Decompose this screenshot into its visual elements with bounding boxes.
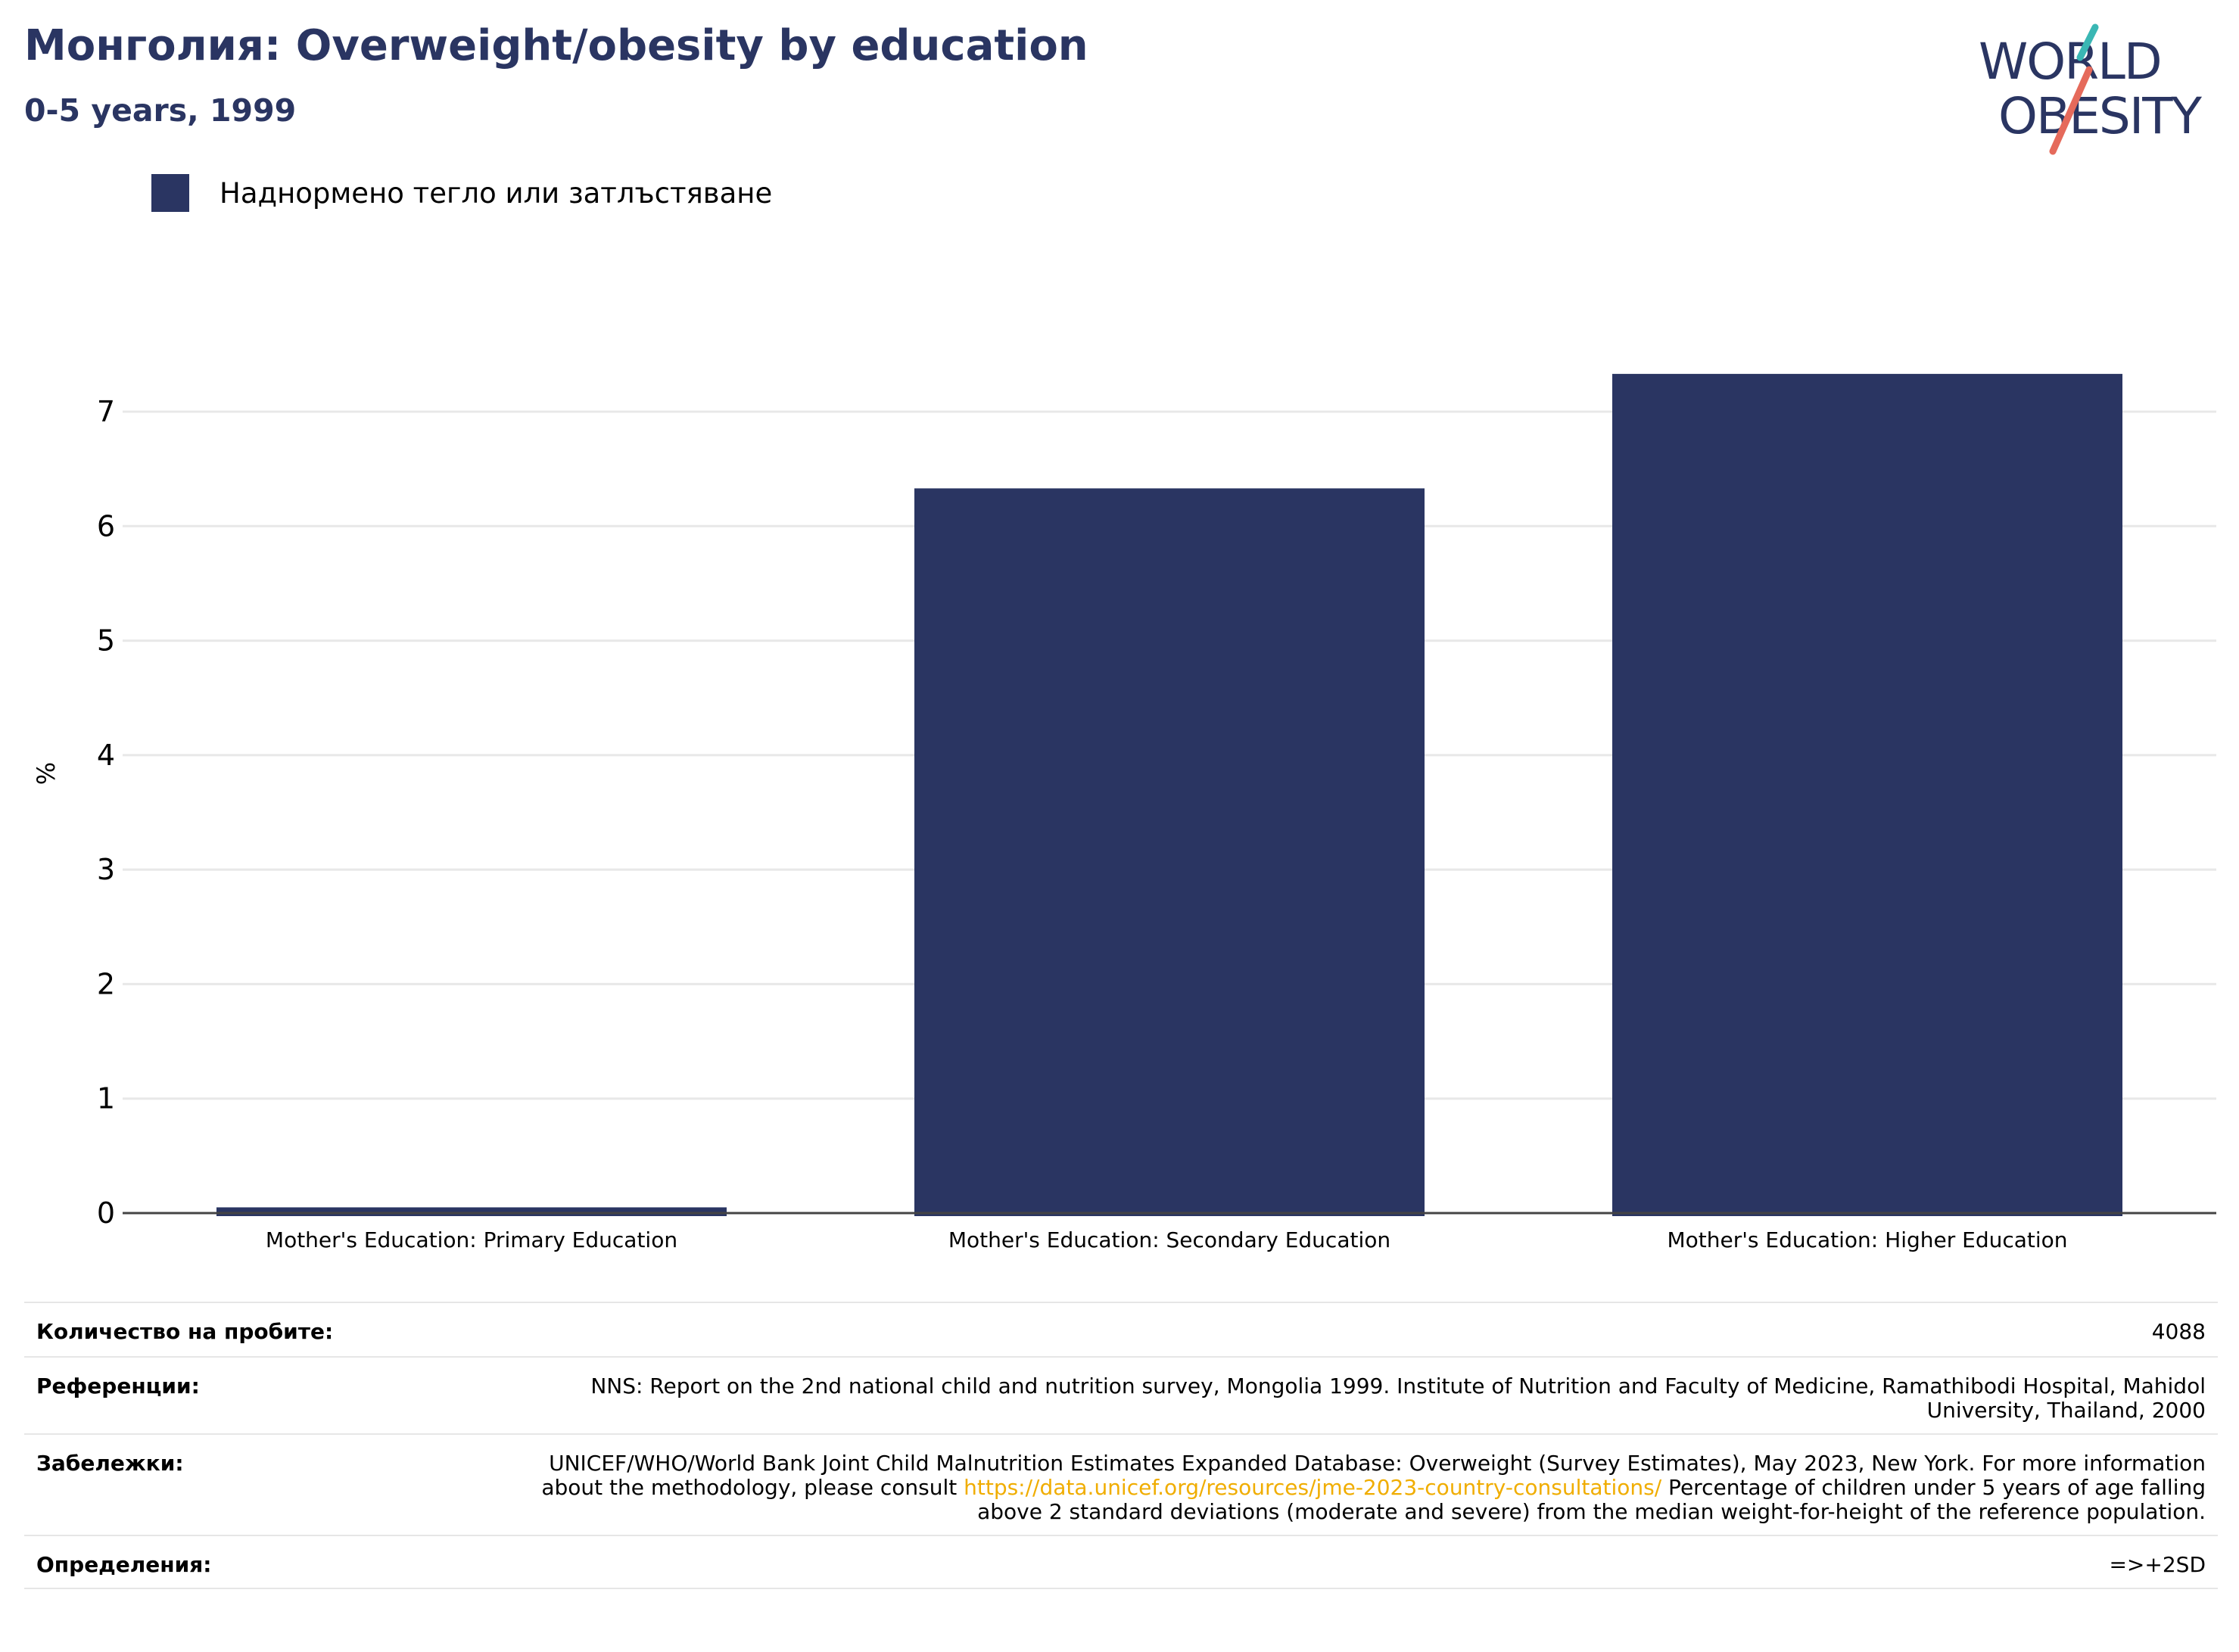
y-tick-label: 2 xyxy=(97,967,115,1000)
methodology-link[interactable]: https://data.unicef.org/resources/jme-20… xyxy=(964,1475,1662,1500)
logo-coral-slash xyxy=(2049,66,2093,155)
bar xyxy=(216,1207,727,1216)
logo-text-world: WORLD xyxy=(1979,33,2161,91)
y-tick-label: 7 xyxy=(97,395,115,428)
info-row-definitions: Определения: =>+2SD xyxy=(24,1535,2218,1589)
legend-label: Наднормено тегло или затлъстяване xyxy=(220,176,773,210)
x-tick-label: Mother's Education: Primary Education xyxy=(266,1227,677,1252)
x-tick-label: Mother's Education: Higher Education xyxy=(1667,1227,2067,1252)
info-row-samples: Количество на пробите: 4088 xyxy=(24,1302,2218,1358)
bars xyxy=(123,374,2216,1217)
definitions-value: =>+2SD xyxy=(472,1535,2218,1589)
y-axis-label: % xyxy=(32,762,61,785)
y-tick-label: 0 xyxy=(97,1196,115,1230)
chart-legend: Наднормено тегло или затлъстяване xyxy=(151,174,772,212)
notes-value: UNICEF/WHO/World Bank Joint Child Malnut… xyxy=(472,1433,2218,1536)
info-table: Количество на пробите: 4088 Референции: … xyxy=(24,1302,2218,1589)
y-tick-labels: 0 1 2 3 4 5 6 7 xyxy=(97,395,115,1230)
samples-value: 4088 xyxy=(472,1302,2218,1358)
y-tick-label: 4 xyxy=(97,739,115,772)
x-tick-labels: Mother's Education: Primary Education Mot… xyxy=(266,1227,2068,1252)
info-row-notes: Забележки: UNICEF/WHO/World Bank Joint C… xyxy=(24,1433,2218,1536)
bar-chart: 0 1 2 3 4 5 6 7 Mother's Education: Primary Edu… xyxy=(32,374,2216,1252)
notes-text-before: UNICEF/WHO/World Bank Joint Child Malnut… xyxy=(541,1451,2206,1500)
chart-subtitle: 0-5 years, 1999 xyxy=(24,92,297,129)
y-tick-label: 5 xyxy=(97,624,115,658)
info-row-references: Референции: NNS: Report on the 2nd natio… xyxy=(24,1356,2218,1435)
bar xyxy=(1612,374,2122,1217)
logo-teal-slash xyxy=(2076,23,2099,61)
bar xyxy=(914,488,1425,1216)
samples-label: Количество на пробите: xyxy=(24,1302,472,1358)
y-tick-label: 3 xyxy=(97,853,115,886)
y-tick-label: 6 xyxy=(97,509,115,543)
legend-swatch xyxy=(151,174,189,212)
definitions-label: Определения: xyxy=(24,1535,472,1589)
chart-title: Монголия: Overweight/obesity by educatio… xyxy=(24,21,1088,70)
x-tick-label: Mother's Education: Secondary Education xyxy=(948,1227,1390,1252)
references-value: NNS: Report on the 2nd national child an… xyxy=(472,1356,2218,1435)
notes-text-after: Percentage of children under 5 years of … xyxy=(977,1475,2206,1524)
y-tick-label: 1 xyxy=(97,1082,115,1115)
logo-text-obesity: OBESITY xyxy=(1998,87,2203,145)
world-obesity-logo: WORLD OBESITY xyxy=(1979,23,2204,155)
notes-label: Забележки: xyxy=(24,1433,472,1536)
references-label: Референции: xyxy=(24,1356,472,1435)
